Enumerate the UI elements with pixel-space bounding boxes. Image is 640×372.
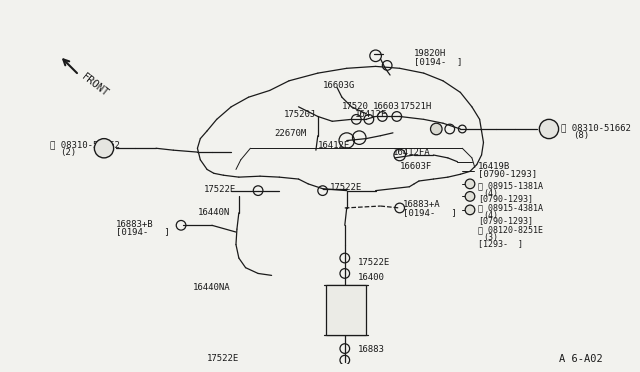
Text: (8): (8): [573, 131, 589, 140]
Text: 17522E: 17522E: [330, 183, 362, 192]
Text: 17520J: 17520J: [284, 110, 316, 119]
Text: (2): (2): [60, 148, 76, 157]
Text: [0194-   ]: [0194- ]: [403, 208, 456, 217]
Text: 17522E: 17522E: [204, 185, 236, 194]
Circle shape: [431, 123, 442, 135]
Text: 16440N: 16440N: [197, 208, 230, 217]
Text: 16412F: 16412F: [355, 110, 387, 119]
Text: 16883+A: 16883+A: [403, 200, 440, 209]
Text: B: B: [468, 208, 472, 212]
Circle shape: [94, 139, 114, 158]
Text: V: V: [468, 182, 472, 186]
Text: 17520: 17520: [342, 102, 369, 111]
Text: 16883: 16883: [358, 345, 385, 354]
Text: (3): (3): [483, 233, 499, 242]
Text: [0790-1293]: [0790-1293]: [477, 195, 532, 203]
Text: Ⓐ 08120-8251E: Ⓐ 08120-8251E: [477, 225, 543, 234]
Text: 16603: 16603: [372, 102, 399, 111]
Text: 17522E: 17522E: [358, 258, 390, 267]
Text: 16412E: 16412E: [318, 141, 350, 150]
Circle shape: [540, 119, 559, 139]
Text: [0790-1293]: [0790-1293]: [477, 216, 532, 225]
Text: 16419B: 16419B: [477, 162, 510, 171]
Text: FRONT: FRONT: [80, 71, 111, 98]
Text: (4): (4): [483, 211, 499, 220]
Text: ⒵ 08915-1381A: ⒵ 08915-1381A: [477, 181, 543, 190]
Text: S: S: [546, 124, 552, 134]
Text: [0194-  ]: [0194- ]: [414, 57, 463, 66]
Circle shape: [465, 192, 475, 201]
Text: Ⓢ 08310-51662: Ⓢ 08310-51662: [561, 123, 630, 132]
Text: 16400: 16400: [358, 273, 385, 282]
Text: 17521H: 17521H: [400, 102, 432, 111]
Text: 17522E: 17522E: [207, 355, 239, 363]
Circle shape: [465, 179, 475, 189]
Text: A 6-A02: A 6-A02: [559, 355, 602, 364]
Bar: [326, 285, 366, 335]
Circle shape: [465, 205, 475, 215]
Text: (4): (4): [483, 189, 499, 198]
Text: 16440NA: 16440NA: [193, 283, 230, 292]
Text: [0790-1293]: [0790-1293]: [477, 169, 537, 179]
Text: 16883+B: 16883+B: [116, 219, 153, 228]
Text: [1293-  ]: [1293- ]: [477, 239, 523, 248]
Text: 16603G: 16603G: [323, 81, 355, 90]
Text: Ⓢ 08310-51062: Ⓢ 08310-51062: [50, 141, 120, 150]
Text: 19820H: 19820H: [414, 49, 446, 58]
Text: 16412FA: 16412FA: [393, 148, 431, 157]
Text: ⒵ 08915-4381A: ⒵ 08915-4381A: [477, 203, 543, 212]
Text: S: S: [101, 143, 107, 153]
Text: 16603F: 16603F: [400, 162, 432, 171]
Text: V: V: [468, 194, 472, 199]
Text: [0194-   ]: [0194- ]: [116, 227, 170, 236]
Text: 22670M: 22670M: [275, 129, 307, 138]
